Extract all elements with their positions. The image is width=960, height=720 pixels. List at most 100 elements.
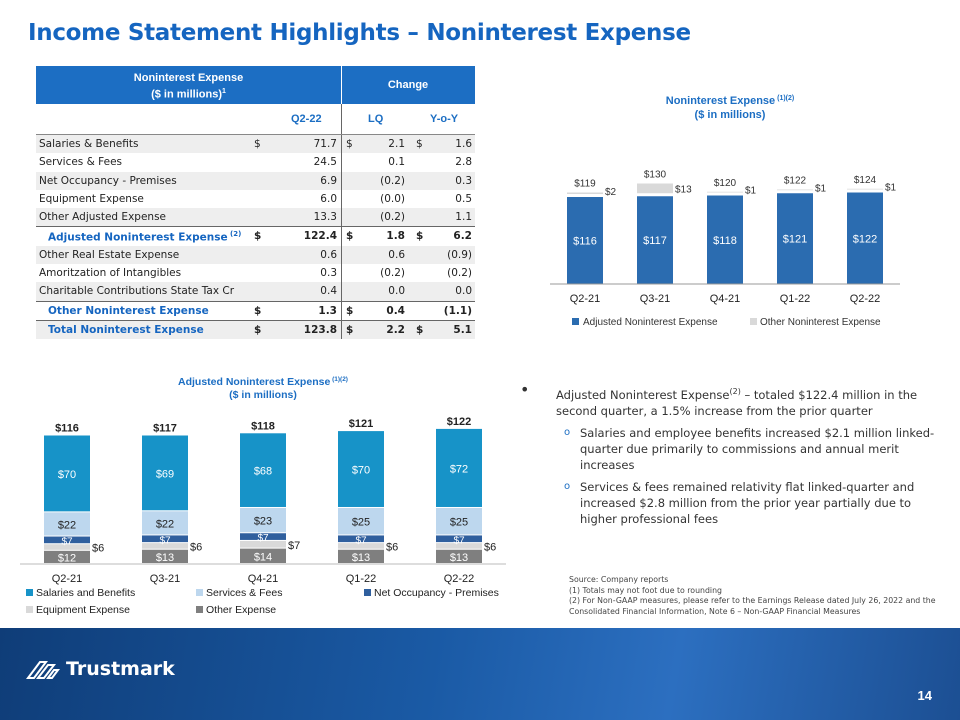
data-label: $23 (254, 516, 272, 528)
table-cell-label: Equipment Expense (39, 192, 144, 205)
table-cell-label: Other Noninterest Expense (48, 304, 209, 317)
total-label: $130 (644, 170, 667, 181)
change-header: Change (387, 79, 429, 91)
data-label: $7 (257, 533, 269, 544)
data-label: $116 (573, 236, 597, 248)
table-cell-v3: 1.1 (455, 211, 472, 224)
data-label: $1 (745, 186, 757, 197)
table-cell-v2: 2.2 (386, 323, 405, 336)
table-cell-label: Services & Fees (39, 156, 122, 169)
bar-segment-equipment-expense (44, 544, 90, 550)
table-row: Salaries & Benefits $71.7 $2.1 $1.6 (36, 135, 475, 154)
data-label: $121 (783, 234, 807, 246)
legend-swatch (196, 606, 203, 613)
bar-other-noninterest (567, 192, 603, 194)
table-cell-d1: $ (254, 138, 261, 150)
bar-segment-net-occupancy-premises (338, 535, 384, 543)
table-cell-v1: 0.4 (320, 285, 337, 298)
total-label: $118 (251, 420, 275, 432)
data-label: $6 (190, 541, 202, 553)
table-cell-label: Total Noninterest Expense (48, 323, 204, 336)
bar-segment-services-fees (44, 512, 90, 536)
table-cell-d2: $ (346, 304, 354, 317)
table-header-title: Noninterest Expense ($ in millions)1 (36, 71, 341, 102)
table-cell-label: Other Real Estate Expense (39, 248, 180, 261)
table-cell-v1: 24.5 (313, 156, 337, 169)
table-header: Noninterest Expense ($ in millions)1 Cha… (36, 66, 475, 104)
table-cell-v2: (0.0) (380, 192, 405, 205)
legend-label: Other Noninterest Expense (760, 317, 881, 328)
total-label: $121 (349, 418, 373, 430)
table-cell-v1: 0.6 (320, 248, 337, 261)
total-label: $119 (574, 179, 596, 190)
table-cell-d3: $ (416, 138, 423, 150)
col-lq: LQ (368, 113, 384, 125)
bar-segment-net-occupancy-premises (240, 533, 286, 540)
table-row: Net Occupancy - Premises 6.9 (0.2) 0.3 (36, 171, 475, 190)
bar-segment-other-expense (142, 549, 188, 563)
circle-bullet-icon: o (564, 426, 571, 438)
table-cell-d1: $ (254, 323, 262, 336)
table-cell-v1: 6.0 (320, 192, 337, 205)
table-cell-label: Net Occupancy - Premises (39, 174, 177, 187)
bullet-dot-icon: • (520, 380, 530, 399)
table-cell-v2: 2.1 (388, 138, 405, 150)
table-body: Salaries & Benefits $71.7 $2.1 $1.6 Services… (36, 135, 475, 340)
trustmark-logo: Trustmark (26, 658, 175, 680)
bar-segment-equipment-expense (240, 540, 286, 548)
bar-other-noninterest (637, 183, 673, 194)
table-cell-v1: 0.3 (320, 267, 337, 280)
adjusted-noninterest-expense-chart: Adjusted Noninterest Expense (1)(2)($ in… (20, 376, 506, 616)
header-line1: Noninterest Expense (133, 72, 244, 84)
table-cell-v2: 1.8 (386, 230, 405, 243)
chart-subtitle: ($ in millions) (695, 109, 766, 121)
table-row: Services & Fees 24.5 0.1 2.8 (36, 153, 475, 172)
footer-band (0, 628, 960, 720)
total-label: $122 (784, 176, 807, 187)
table-row: Amoritzation of Intangibles 0.3 (0.2) (0.2) (36, 264, 475, 283)
table-cell-label: Salaries & Benefits (39, 138, 139, 150)
bar-segment-services-fees (436, 507, 482, 535)
table-cell-d1: $ (254, 304, 262, 317)
data-label: $25 (352, 517, 370, 529)
page-title: Income Statement Highlights – Noninteres… (28, 20, 691, 46)
data-label: $7 (453, 535, 465, 546)
table-cell-label: Amoritzation of Intangibles (39, 267, 182, 280)
table-cell-v3: 1.6 (455, 138, 472, 150)
total-label: $124 (854, 175, 877, 186)
bullet-sub-2: o Services & fees remained relativity fl… (564, 479, 915, 526)
table-cell-v1: 13.3 (313, 211, 337, 224)
data-label: $25 (450, 517, 468, 529)
data-label: $7 (288, 540, 300, 552)
table-subheader: Q2-22 LQ Y-o-Y (36, 104, 475, 135)
source-notes: Source: Company reports (1) Totals may n… (569, 575, 936, 616)
bar-adjusted-noninterest (567, 197, 603, 284)
table-row: Equipment Expense 6.0 (0.0) 0.5 (36, 189, 475, 209)
table-cell-v2: 0.4 (386, 304, 405, 317)
bar-segment-services-fees (338, 507, 384, 535)
bar-segment-other-expense (240, 548, 286, 563)
total-label: $117 (153, 422, 177, 434)
bar-segment-other-expense (44, 550, 90, 563)
bar-segment-services-fees (142, 511, 188, 535)
x-tick-label: Q2-22 (850, 293, 881, 305)
x-tick-label: Q3-21 (150, 573, 181, 585)
legend-swatch (26, 589, 33, 596)
legend-label: Other Expense (206, 604, 276, 616)
data-label: $118 (713, 235, 737, 247)
table-cell-d1: $ (254, 230, 262, 243)
table-cell-v1: 122.4 (303, 230, 337, 243)
legend-label: Adjusted Noninterest Expense (583, 317, 718, 328)
table-cell-v2: (0.2) (380, 211, 405, 224)
bar-segment-net-occupancy-premises (44, 536, 90, 544)
table-cell-label: Other Adjusted Expense (39, 211, 166, 224)
legend-label: Services & Fees (206, 587, 282, 599)
legend-label: Salaries and Benefits (36, 587, 135, 599)
table-cell-v3: 0.0 (455, 285, 472, 298)
table-cell-v3: 5.1 (453, 323, 472, 336)
data-label: $1 (885, 183, 897, 194)
bar-segment-salaries-and-benefits (240, 433, 286, 507)
page-number: 14 (917, 688, 932, 703)
data-label: $7 (61, 536, 73, 547)
data-label: $6 (386, 541, 398, 553)
